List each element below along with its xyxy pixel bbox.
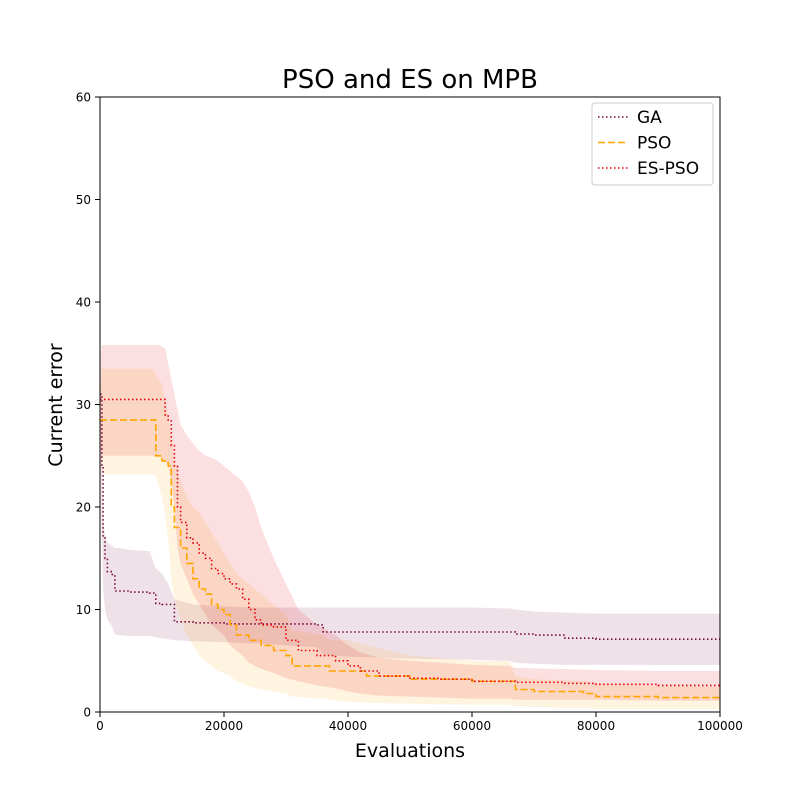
ga-band: [100, 373, 720, 665]
y-tick-label: 10: [76, 603, 91, 617]
x-axis-ticks: 0 20000 40000 60000 80000 100000: [96, 712, 743, 733]
y-tick-label: 20: [76, 501, 91, 515]
legend-label-es-pso: ES-PSO: [637, 159, 699, 179]
y-tick-label: 50: [76, 193, 91, 207]
x-tick-label: 60000: [453, 719, 491, 733]
x-tick-label: 80000: [577, 719, 615, 733]
legend-label-pso: PSO: [637, 134, 671, 154]
y-tick-label: 0: [83, 706, 91, 720]
y-tick-label: 30: [76, 398, 91, 412]
legend: GA PSO ES-PSO: [591, 102, 714, 186]
chart-title: PSO and ES on MPB: [282, 65, 538, 95]
x-axis-label: Evaluations: [355, 740, 465, 762]
es-pso-line: [100, 398, 721, 687]
y-tick-label: 60: [76, 91, 91, 105]
y-axis-label: Current error: [45, 343, 67, 467]
pso-line: [100, 419, 721, 700]
x-tick-label: 0: [96, 719, 104, 733]
legend-frame: [591, 102, 714, 186]
series-lines: [100, 393, 721, 700]
y-tick-label: 40: [76, 296, 91, 310]
es-pso-band: [100, 345, 720, 701]
x-tick-label: 100000: [697, 719, 743, 733]
legend-label-ga: GA: [637, 108, 662, 128]
x-tick-label: 20000: [205, 719, 243, 733]
y-axis-ticks: 0 10 20 30 40 50 60: [76, 91, 100, 720]
plot-area: [100, 97, 720, 712]
x-tick-label: 40000: [329, 719, 367, 733]
ga-line: [100, 393, 720, 640]
